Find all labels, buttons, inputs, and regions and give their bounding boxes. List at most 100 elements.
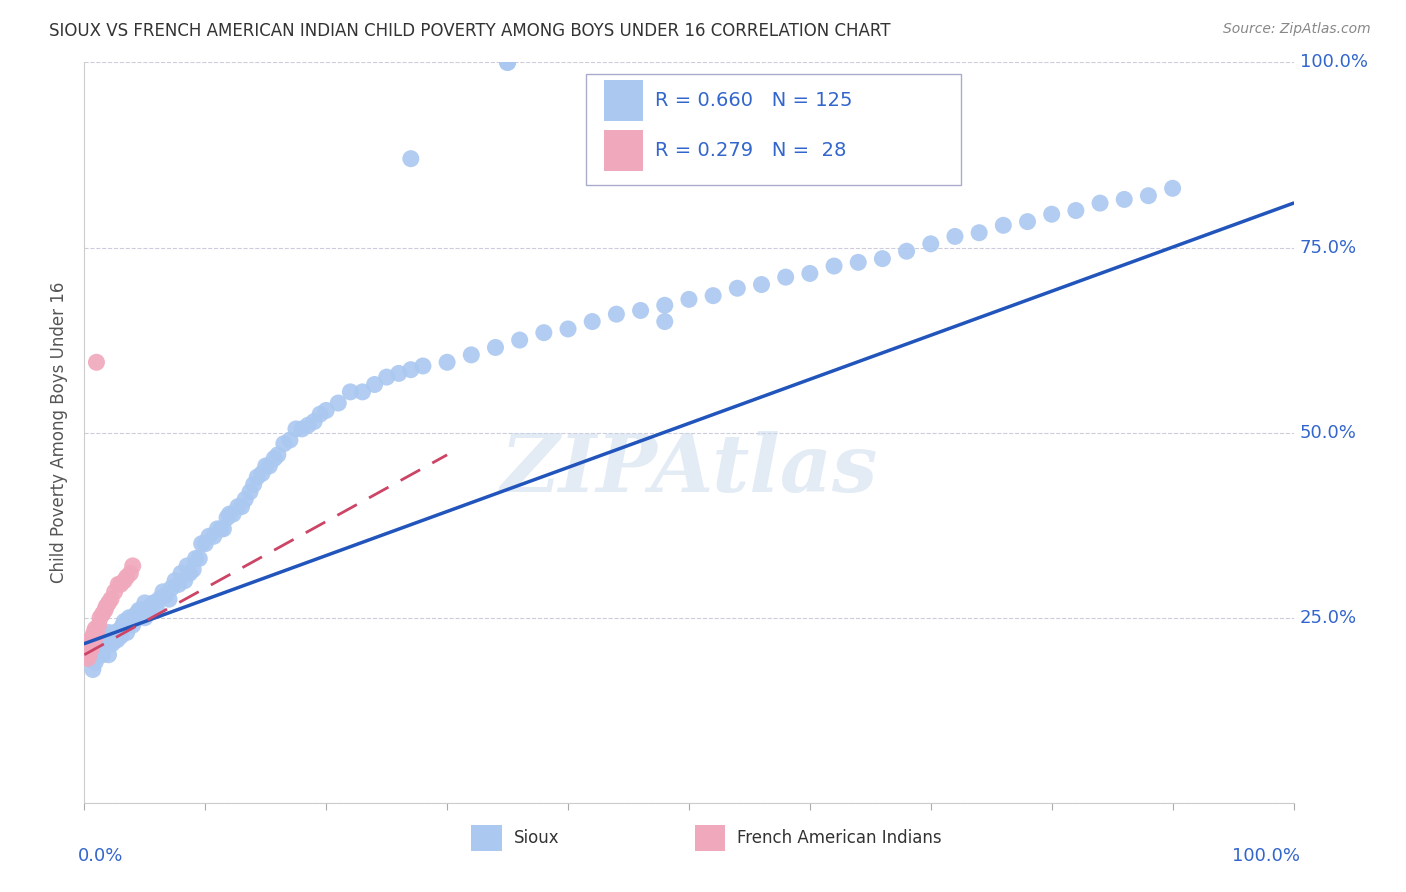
Text: 75.0%: 75.0% <box>1299 238 1357 257</box>
Point <box>83 625 105 640</box>
Point <box>920 236 942 251</box>
Point <box>259 458 281 473</box>
Point <box>654 314 676 328</box>
Point <box>751 277 773 292</box>
Point <box>460 348 482 362</box>
Point <box>496 55 519 70</box>
Point <box>82 648 104 662</box>
Point <box>412 359 434 373</box>
Point <box>89 637 111 651</box>
Text: R = 0.279   N =  28: R = 0.279 N = 28 <box>655 141 846 160</box>
Point <box>94 599 117 614</box>
Point <box>188 551 211 566</box>
Point <box>139 599 162 614</box>
Point <box>278 433 301 447</box>
Point <box>107 577 129 591</box>
Point <box>110 622 132 636</box>
Point <box>121 558 143 573</box>
Point <box>297 418 319 433</box>
Point <box>125 607 148 621</box>
Point <box>352 384 374 399</box>
Text: SIOUX VS FRENCH AMERICAN INDIAN CHILD POVERTY AMONG BOYS UNDER 16 CORRELATION CH: SIOUX VS FRENCH AMERICAN INDIAN CHILD PO… <box>49 22 891 40</box>
Point <box>83 637 105 651</box>
Point <box>509 333 531 347</box>
Point <box>129 603 152 617</box>
Point <box>77 651 100 665</box>
Point <box>82 637 104 651</box>
Point <box>302 415 325 429</box>
Bar <box>605 80 643 120</box>
Point <box>79 632 101 647</box>
Point <box>101 637 124 651</box>
Point <box>218 507 240 521</box>
Point <box>328 396 350 410</box>
Point <box>399 362 422 376</box>
Point <box>246 470 269 484</box>
Point <box>100 592 122 607</box>
Point <box>97 625 120 640</box>
Point <box>231 500 253 514</box>
Point <box>94 629 117 643</box>
Point <box>678 293 700 307</box>
Text: Sioux: Sioux <box>513 829 560 847</box>
Point <box>375 370 398 384</box>
Text: R = 0.660   N = 125: R = 0.660 N = 125 <box>655 91 852 110</box>
Point <box>112 618 135 632</box>
Point <box>77 640 100 655</box>
Point <box>242 477 264 491</box>
Point <box>80 640 103 655</box>
Point <box>118 610 141 624</box>
Point <box>993 219 1015 233</box>
Point <box>194 536 217 550</box>
Point <box>104 632 127 647</box>
Text: Source: ZipAtlas.com: Source: ZipAtlas.com <box>1223 22 1371 37</box>
Point <box>967 226 990 240</box>
Point <box>121 610 143 624</box>
Point <box>363 377 385 392</box>
Point <box>184 551 207 566</box>
Point <box>107 625 129 640</box>
Point <box>83 644 105 658</box>
Point <box>284 422 308 436</box>
Point <box>134 610 156 624</box>
Point <box>91 607 114 621</box>
Point <box>110 577 132 591</box>
Point <box>165 574 187 588</box>
FancyBboxPatch shape <box>586 73 962 185</box>
Point <box>581 314 603 328</box>
Point <box>181 563 204 577</box>
Point <box>152 584 174 599</box>
Point <box>222 507 245 521</box>
Point <box>110 629 132 643</box>
Text: 25.0%: 25.0% <box>1299 608 1357 627</box>
Point <box>533 326 555 340</box>
Point <box>702 288 724 302</box>
Point <box>943 229 966 244</box>
Point <box>1017 214 1039 228</box>
Point <box>388 367 411 381</box>
Point <box>239 484 262 499</box>
Point <box>89 610 111 624</box>
Point <box>97 596 120 610</box>
Point <box>104 625 127 640</box>
Point <box>155 589 177 603</box>
Point <box>115 570 138 584</box>
Point <box>1088 196 1111 211</box>
Point <box>1040 207 1063 221</box>
Text: ZIPAtlas: ZIPAtlas <box>501 431 877 508</box>
Point <box>291 422 314 436</box>
Point <box>115 625 138 640</box>
Point <box>100 632 122 647</box>
Bar <box>605 130 643 170</box>
Point <box>202 529 225 543</box>
Point <box>315 403 337 417</box>
Point <box>179 566 201 581</box>
Point <box>79 644 101 658</box>
Point <box>77 648 100 662</box>
Text: 0.0%: 0.0% <box>79 847 124 865</box>
Point <box>1137 188 1160 202</box>
Point <box>630 303 652 318</box>
Point <box>104 584 127 599</box>
Point <box>86 355 108 369</box>
Point <box>1161 181 1184 195</box>
